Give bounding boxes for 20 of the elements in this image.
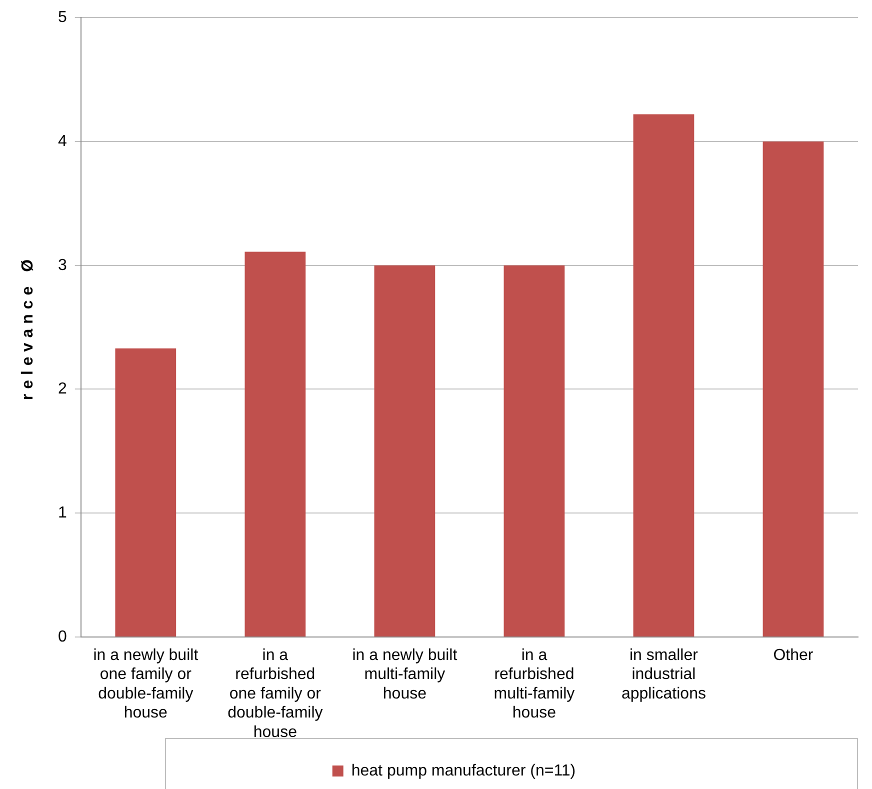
bar <box>633 114 694 636</box>
x-tick-label: in a refurbished one family or double-family house <box>228 647 323 741</box>
y-tick-label: 3 <box>58 256 67 274</box>
y-tick-label: 0 <box>58 628 67 646</box>
x-tick-label: Other <box>773 647 814 664</box>
y-tick-label: 5 <box>58 9 67 26</box>
bar <box>504 265 565 636</box>
bar <box>115 348 176 636</box>
bar <box>244 252 306 636</box>
legend-label: heat pump manufacturer (n=11) <box>351 762 576 780</box>
bar <box>762 141 824 636</box>
bar <box>374 265 436 636</box>
y-tick-label: 4 <box>58 132 67 150</box>
y-tick-label: 2 <box>58 380 67 398</box>
y-axis-title: relevance Ø <box>19 254 36 400</box>
x-tick-label: in smaller industrial applications <box>621 647 706 702</box>
y-tick-label: 1 <box>58 504 67 522</box>
x-tick-label: in a newly built multi-family house <box>352 647 458 702</box>
x-tick-label: in a refurbished multi-family house <box>494 647 575 722</box>
x-tick-label: in a newly built one family or double-family house <box>93 647 199 722</box>
